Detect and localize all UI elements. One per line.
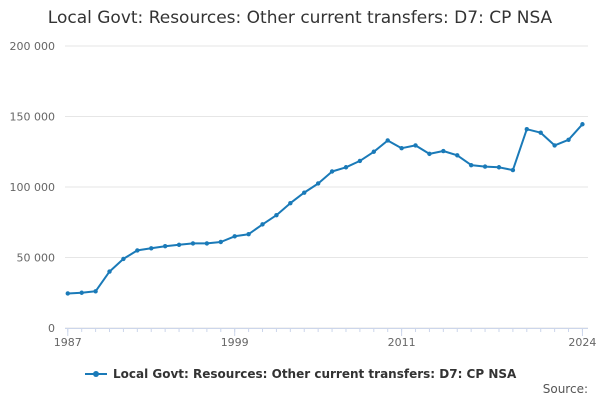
data-point[interactable] bbox=[524, 126, 529, 132]
data-point[interactable] bbox=[121, 256, 126, 262]
data-point[interactable] bbox=[357, 158, 363, 164]
data-point[interactable] bbox=[302, 190, 307, 195]
data-point[interactable] bbox=[107, 269, 112, 274]
y-tick-label: 50 000 bbox=[17, 252, 56, 265]
source-label: Source: bbox=[542, 382, 588, 396]
legend-label: Local Govt: Resources: Other current tra… bbox=[113, 367, 517, 381]
chart-title: Local Govt: Resources: Other current tra… bbox=[47, 8, 553, 28]
y-tick-label: 150 000 bbox=[10, 111, 56, 124]
data-point[interactable] bbox=[162, 244, 168, 249]
data-point[interactable] bbox=[552, 143, 557, 148]
data-point[interactable] bbox=[441, 148, 446, 154]
data-point[interactable] bbox=[79, 290, 84, 295]
series-line bbox=[67, 123, 584, 295]
axes: 0 50 000 100 000 150 000 200 000 1987 1999 2011… bbox=[10, 40, 597, 349]
data-point[interactable] bbox=[65, 291, 70, 296]
legend-line-swatch-icon bbox=[85, 367, 107, 381]
data-point[interactable] bbox=[329, 169, 335, 174]
data-point[interactable] bbox=[218, 239, 223, 245]
x-tick-label: 1999 bbox=[221, 336, 249, 349]
data-point[interactable] bbox=[496, 165, 502, 170]
data-point[interactable] bbox=[399, 146, 404, 151]
gridlines bbox=[65, 45, 588, 329]
x-tick-label: 1987 bbox=[54, 336, 82, 349]
x-tick-label: 2024 bbox=[568, 336, 596, 349]
data-point[interactable] bbox=[538, 130, 543, 135]
data-point[interactable] bbox=[149, 246, 154, 251]
data-point[interactable] bbox=[468, 162, 474, 168]
data-point[interactable] bbox=[455, 153, 460, 158]
y-tick-label: 200 000 bbox=[10, 40, 56, 53]
data-point[interactable] bbox=[343, 165, 349, 170]
data-point[interactable] bbox=[580, 122, 585, 127]
data-point[interactable] bbox=[204, 241, 210, 246]
data-point[interactable] bbox=[260, 222, 265, 227]
data-point[interactable] bbox=[135, 248, 140, 253]
data-point[interactable] bbox=[93, 289, 98, 294]
data-point[interactable] bbox=[427, 151, 432, 157]
data-point[interactable] bbox=[288, 201, 293, 206]
data-point[interactable] bbox=[413, 143, 418, 148]
data-point[interactable] bbox=[315, 181, 321, 186]
y-tick-label: 100 000 bbox=[10, 181, 56, 194]
data-point[interactable] bbox=[371, 149, 376, 154]
data-point[interactable] bbox=[274, 213, 279, 218]
x-tick-label: 2011 bbox=[388, 336, 416, 349]
data-point[interactable] bbox=[176, 242, 182, 248]
data-point[interactable] bbox=[246, 232, 251, 237]
data-point[interactable] bbox=[232, 234, 237, 239]
series bbox=[65, 122, 585, 296]
data-point[interactable] bbox=[190, 241, 196, 246]
y-tick-label: 0 bbox=[48, 322, 55, 335]
data-point[interactable] bbox=[385, 138, 390, 143]
data-point[interactable] bbox=[482, 164, 488, 169]
data-point[interactable] bbox=[566, 137, 571, 142]
data-point[interactable] bbox=[510, 167, 516, 173]
legend[interactable]: Local Govt: Resources: Other current tra… bbox=[85, 364, 516, 384]
